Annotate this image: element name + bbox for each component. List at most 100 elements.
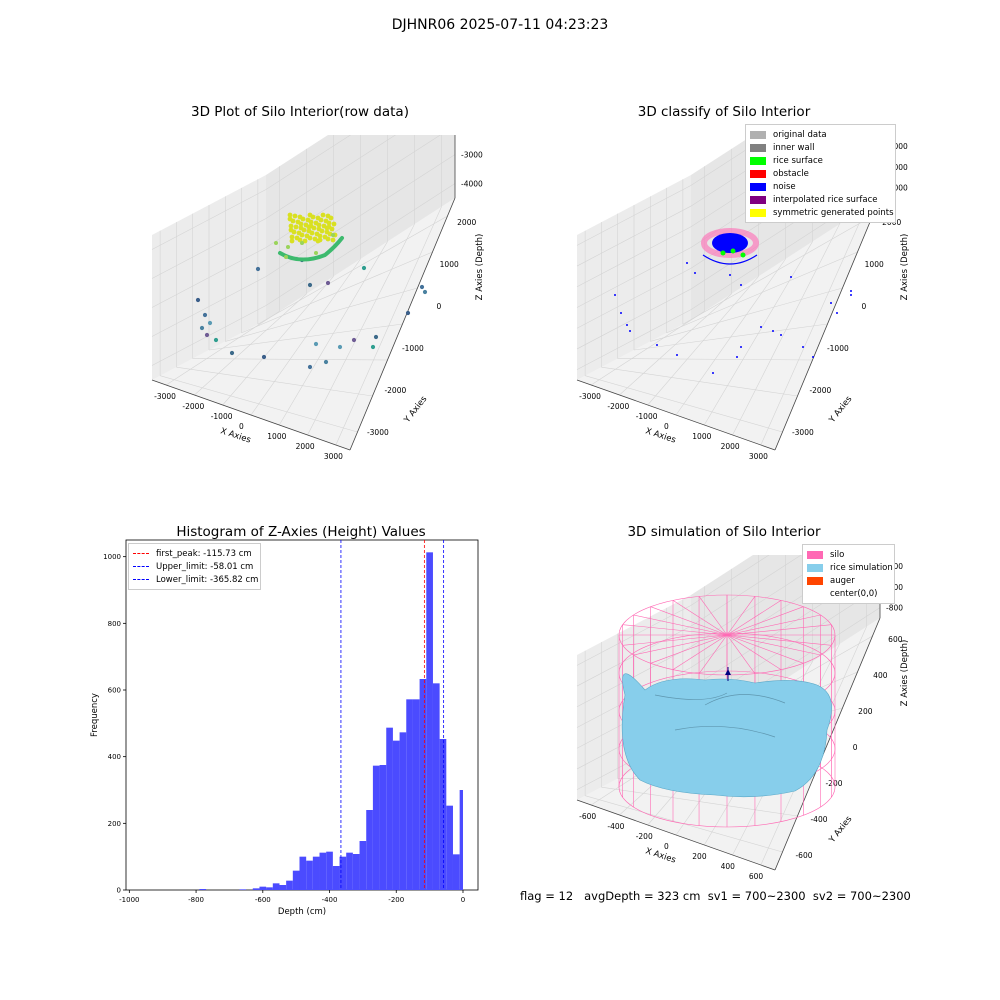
panel2-xlabel: X Axies (644, 426, 677, 445)
panel1-xtick-label: 1000 (267, 432, 286, 441)
legend-swatch (807, 576, 823, 585)
panel4-ytick-label: 600 (888, 635, 903, 644)
panel2-noise-point (694, 272, 696, 274)
panel1-point (195, 297, 201, 303)
panel4-xtick-label: 200 (692, 852, 707, 861)
histogram-bar (292, 870, 300, 890)
histogram-bar (412, 699, 420, 890)
panel2-interpolated-ring (701, 228, 759, 258)
panel2-ztick-label: -3000 (886, 142, 908, 151)
panel1-floor-pane (152, 198, 455, 450)
panel1-xtick-label: 3000 (324, 452, 343, 461)
panel1-point (313, 341, 319, 347)
panel4-ytick-label: 200 (858, 707, 873, 716)
legend-swatch (750, 156, 766, 165)
histogram-bar (446, 805, 453, 890)
panel1-point (419, 284, 425, 290)
legend-line-sample (133, 566, 149, 567)
panel1-point (229, 350, 235, 356)
panel1-point (405, 310, 411, 316)
histogram-ytick-label: 600 (108, 687, 121, 695)
figure-title: DJHNR06 2025-07-11 04:23:23 (391, 17, 609, 33)
panel2-xtick-label: -2000 (607, 402, 629, 411)
panel4-ylabel: Y Axies (827, 814, 855, 846)
histogram-ylabel: Frequency (90, 693, 100, 737)
panel2-noise-arc (702, 254, 758, 265)
legend-label: symmetric generated points (773, 207, 894, 218)
panel1-point (351, 337, 357, 343)
panel1-3d-plot: -3000 -2000 -1000 0 1000 2000 3000 2000 1000 0 -10… (151, 135, 485, 461)
panel4-3d-plot: -600 -400 -200 0 200 400 600 600 400 200 0 -200 -400… (576, 555, 910, 881)
histogram-bar (312, 856, 320, 890)
panel1-xtick-label: -3000 (154, 392, 176, 401)
panel1-axes (151, 135, 456, 451)
legend-label: interpolated rice surface (773, 194, 878, 205)
histogram-bar (392, 740, 400, 890)
legend-swatch (750, 143, 766, 152)
panel1-ytick-label: -3000 (367, 428, 389, 437)
histogram-bar (332, 866, 340, 890)
legend-line-sample (133, 553, 149, 554)
panel1-ytick-label: -2000 (384, 386, 406, 395)
panel4-ytick-label: 400 (873, 671, 888, 680)
panel4-ytick-label: -600 (795, 851, 812, 860)
histogram-bar (359, 841, 367, 890)
panel4-rice-contour (654, 692, 786, 738)
panel2-noise-point (790, 276, 792, 278)
panel1-rice-cluster (287, 212, 338, 244)
panel2-noise-point (620, 312, 622, 314)
histogram-ytick-label: 200 (108, 820, 121, 828)
histogram-xtick-label: -800 (188, 896, 204, 904)
histogram-bar (439, 739, 447, 890)
panel2-noise-point (686, 262, 688, 264)
panel1-point (207, 320, 213, 326)
panel1-point (422, 289, 428, 295)
panel2-noise-point (740, 284, 742, 286)
legend-label: rice simulation (830, 562, 893, 573)
panel4-zlabel: Z Axies (Depth) (900, 640, 910, 707)
panel2-noise-core (712, 233, 748, 253)
panel4-title: 3D simulation of Silo Interior (627, 524, 821, 540)
panel4-legend-item: rice simulation (807, 561, 893, 574)
panel2-noise-point (836, 312, 838, 314)
panel2-noise-point (780, 334, 782, 336)
panel2-rice-point (720, 250, 726, 256)
panel2-noise-point (850, 294, 852, 296)
histogram-bar (272, 883, 280, 890)
panel2-noise-point (729, 274, 731, 276)
panel4-ztick-label: -800 (886, 604, 903, 613)
panel2-xtick-label: 0 (664, 422, 669, 431)
panel2-ztick-label: -4000 (886, 163, 908, 172)
panel1-xtick-label: -2000 (182, 402, 204, 411)
panel2-title: 3D classify of Silo Interior (637, 104, 811, 120)
legend-swatch (750, 130, 766, 139)
panel1-xtick-label: 0 (239, 422, 244, 431)
panel2-noise-point (629, 330, 631, 332)
panel1-ylabel: Y Axies (402, 394, 430, 426)
panel2-floor-pane (577, 198, 880, 450)
legend-label: inner wall (773, 142, 815, 153)
histogram-bar (199, 889, 207, 890)
legend-label: noise (773, 181, 796, 192)
histogram-title: Histogram of Z-Axies (Height) Values (176, 524, 426, 540)
histogram-xlabel: Depth (cm) (278, 907, 326, 917)
histogram-bar (299, 856, 307, 890)
panel4-ytick-label: -400 (810, 815, 827, 824)
legend-swatch (807, 590, 823, 598)
panel1-grid (151, 135, 456, 446)
panel1-point (314, 251, 318, 255)
panel2-legend: original data inner wall rice surface obsta… (745, 124, 896, 223)
histogram-bar (286, 880, 293, 890)
panel2-xtick-label: 1000 (692, 432, 711, 441)
histogram-xtick-label: -400 (322, 896, 338, 904)
panel4-xtick-label: 400 (721, 862, 736, 871)
panel2-rice-point (730, 248, 736, 254)
histogram-xtick-label: -600 (255, 896, 271, 904)
panel1-zlabel: Z Axies (Depth) (475, 234, 485, 301)
panel1-point (274, 241, 278, 245)
panel2-ytick-label: 0 (861, 302, 866, 311)
legend-label: silo (830, 549, 845, 560)
panel2-legend-item: obstacle (750, 167, 891, 180)
histogram-bar (239, 889, 247, 890)
panel1-xlabel: X Axies (219, 426, 252, 445)
